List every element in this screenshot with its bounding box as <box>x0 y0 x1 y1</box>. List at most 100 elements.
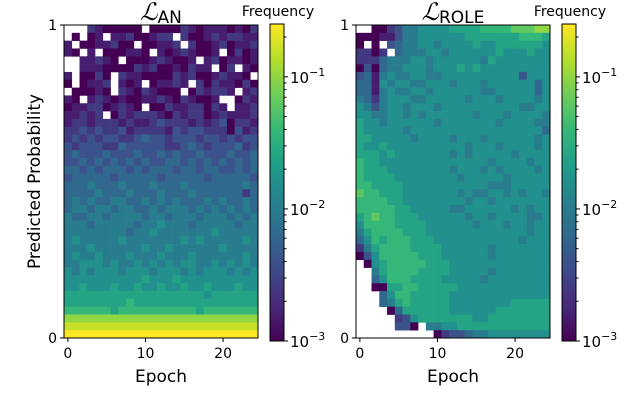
heatmap-cell <box>203 118 212 128</box>
heatmap-cell <box>441 126 450 135</box>
heatmap-cell <box>387 291 396 300</box>
heatmap-cell <box>195 283 204 292</box>
heatmap-cell <box>518 212 528 221</box>
heatmap-cell <box>242 204 251 214</box>
colorbar-gradient-step <box>562 274 576 278</box>
heatmap-cell <box>402 142 411 151</box>
heatmap-cell <box>195 71 204 81</box>
heatmap-cell <box>542 173 551 182</box>
heatmap-cell <box>379 291 388 300</box>
heatmap-cell <box>394 306 403 315</box>
heatmap-cell <box>495 32 504 41</box>
heatmap-cell <box>394 259 403 268</box>
heatmap-cell <box>363 158 372 167</box>
heatmap-cell <box>219 173 228 182</box>
heatmap-cell <box>149 291 158 300</box>
heatmap-cell <box>95 314 104 323</box>
heatmap-cell <box>379 181 388 190</box>
heatmap-cell <box>441 283 450 292</box>
heatmap-cell <box>394 314 403 323</box>
colorbar-gradient-step <box>270 150 284 154</box>
heatmap-cell <box>157 251 166 261</box>
colorbar-gradient-step <box>562 245 576 249</box>
heatmap-cell <box>195 25 204 34</box>
heatmap-cell <box>356 87 365 96</box>
heatmap-cell <box>425 228 434 237</box>
heatmap-cell <box>472 189 481 198</box>
heatmap-cell <box>464 87 473 96</box>
heatmap-cell <box>441 95 450 104</box>
colorbar-gradient-step <box>270 169 284 173</box>
heatmap-cell <box>133 236 142 245</box>
colorbar-gradient-step <box>562 90 576 94</box>
heatmap-cell <box>141 126 150 135</box>
heatmap-cell <box>211 330 220 339</box>
heatmap-cell <box>102 283 111 292</box>
heatmap-cell <box>363 259 372 268</box>
heatmap-cell <box>234 150 243 159</box>
heatmap-cell <box>425 283 434 292</box>
heatmap-cell <box>379 134 388 143</box>
heatmap-cell <box>64 103 73 112</box>
heatmap-cell <box>188 142 197 151</box>
heatmap-cell <box>356 165 365 174</box>
heatmap-cell <box>356 181 365 190</box>
heatmap-cell <box>141 158 150 167</box>
colorbar-gradient-step <box>562 333 576 337</box>
heatmap-cell <box>418 259 427 268</box>
heatmap-cell <box>425 197 434 206</box>
heatmap-cell <box>526 204 535 214</box>
heatmap-cell <box>226 212 236 221</box>
heatmap-cell <box>64 79 73 88</box>
heatmap-cell <box>472 158 481 167</box>
heatmap-cell <box>133 306 142 315</box>
heatmap-cell <box>433 150 442 159</box>
heatmap-cell <box>195 212 204 221</box>
colorbar-gradient-step <box>562 309 576 313</box>
heatmap-cell <box>95 259 104 268</box>
heatmap-cell <box>410 103 419 112</box>
heatmap-cell <box>180 314 189 323</box>
heatmap-cell <box>203 165 212 174</box>
heatmap-cell <box>180 150 189 159</box>
heatmap-cell <box>394 322 403 331</box>
heatmap-cell <box>87 103 96 112</box>
heatmap-cell <box>234 79 243 88</box>
heatmap-cell <box>195 197 204 206</box>
heatmap-cell <box>79 189 88 198</box>
heatmap-cell <box>211 291 220 300</box>
heatmap-cell <box>526 220 535 229</box>
heatmap-cell <box>379 158 388 167</box>
heatmap-cell <box>418 204 427 214</box>
heatmap-cell <box>164 220 173 229</box>
heatmap-cell <box>387 87 396 96</box>
heatmap-cell <box>518 228 528 237</box>
heatmap-cell <box>102 306 111 315</box>
heatmap-cell <box>226 259 236 268</box>
heatmap-cell <box>472 220 481 229</box>
colorbar-gradient-step <box>270 153 284 157</box>
heatmap-cell <box>219 56 228 65</box>
heatmap-cell <box>534 126 543 135</box>
heatmap-cell <box>518 103 528 112</box>
heatmap-cell <box>526 314 535 323</box>
heatmap-cell <box>371 251 380 261</box>
heatmap-cell <box>242 291 251 300</box>
heatmap-cell <box>71 103 80 112</box>
heatmap-cell <box>394 244 403 253</box>
colorbar-gradient-step <box>270 66 284 70</box>
heatmap-cell <box>133 267 142 276</box>
colorbar-gradient-step <box>270 280 284 284</box>
heatmap-cell <box>79 236 88 245</box>
heatmap-cell <box>511 32 520 41</box>
heatmap-cell <box>410 165 419 174</box>
heatmap-cell <box>95 40 104 49</box>
heatmap-cell <box>518 79 528 88</box>
heatmap-cell <box>363 111 372 120</box>
heatmap-cell <box>118 236 127 245</box>
heatmap-cell <box>141 298 150 308</box>
heatmap-cell <box>195 64 204 73</box>
heatmap-cell <box>503 95 512 104</box>
heatmap-cell <box>363 118 372 128</box>
